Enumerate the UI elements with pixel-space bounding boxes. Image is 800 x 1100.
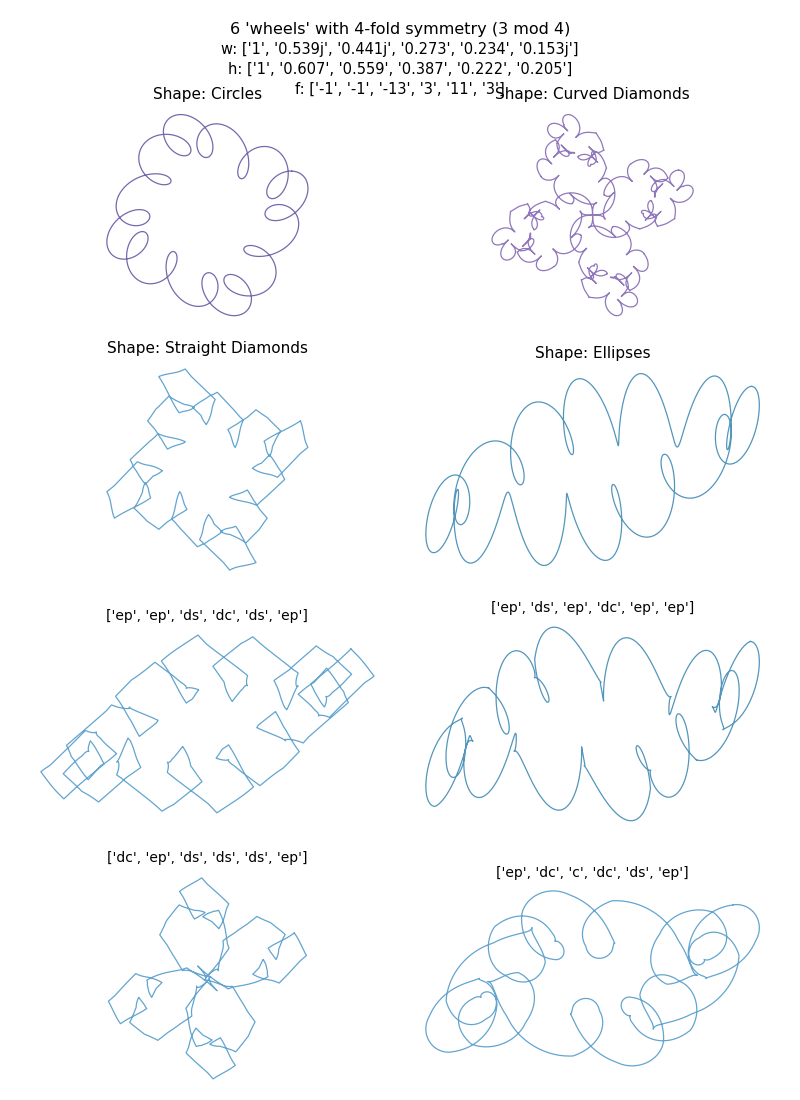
Title: ['ep', 'dc', 'c', 'dc', 'ds', 'ep']: ['ep', 'dc', 'c', 'dc', 'ds', 'ep'] [496,866,689,880]
Text: h: ['1', '0.607', '0.559', '0.387', '0.222', '0.205']: h: ['1', '0.607', '0.559', '0.387', '0.2… [228,62,572,77]
Title: Shape: Circles: Shape: Circles [153,87,262,102]
Title: Shape: Curved Diamonds: Shape: Curved Diamonds [495,87,690,102]
Text: 6 'wheels' with 4-fold symmetry (3 mod 4): 6 'wheels' with 4-fold symmetry (3 mod 4… [230,22,570,37]
Title: ['dc', 'ep', 'ds', 'ds', 'ds', 'ep']: ['dc', 'ep', 'ds', 'ds', 'ds', 'ep'] [107,851,308,866]
Text: f: ['-1', '-1', '-13', '3', '11', '3']: f: ['-1', '-1', '-13', '3', '11', '3'] [295,81,505,97]
Title: ['ep', 'ds', 'ep', 'dc', 'ep', 'ep']: ['ep', 'ds', 'ep', 'dc', 'ep', 'ep'] [491,601,694,615]
Text: w: ['1', '0.539j', '0.441j', '0.273', '0.234', '0.153j']: w: ['1', '0.539j', '0.441j', '0.273', '0… [222,42,578,57]
Title: Shape: Straight Diamonds: Shape: Straight Diamonds [107,341,308,356]
Title: ['ep', 'ep', 'ds', 'dc', 'ds', 'ep']: ['ep', 'ep', 'ds', 'dc', 'ds', 'ep'] [106,609,308,624]
Title: Shape: Ellipses: Shape: Ellipses [534,346,650,362]
